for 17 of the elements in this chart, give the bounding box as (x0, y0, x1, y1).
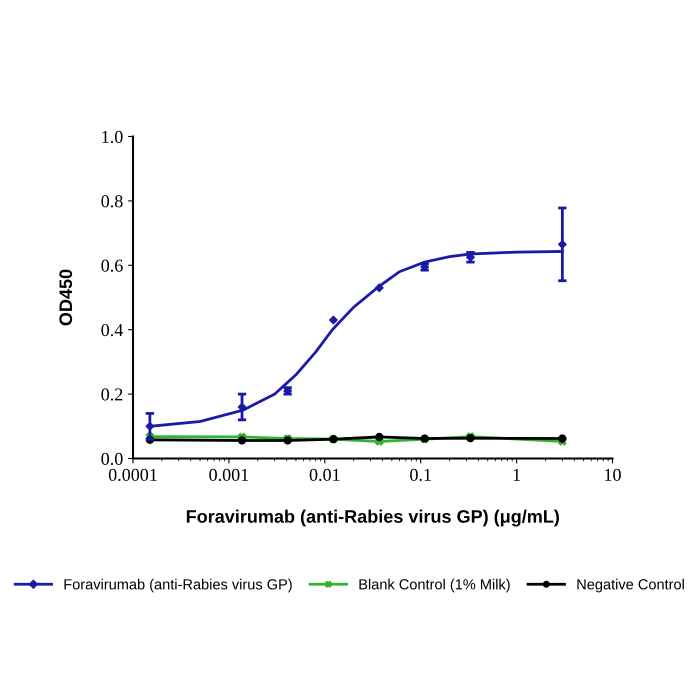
x-tick-label: 0.0001 (108, 468, 157, 482)
legend-label: Blank Control (1% Milk) (359, 578, 510, 592)
x-tick-label: 0.01 (310, 468, 340, 482)
y-tick-label: 0.8 (101, 195, 123, 208)
legend-label: Negative Control (577, 578, 684, 592)
y-tick-label: 0.6 (101, 260, 123, 272)
y-tick-label: 1.0 (102, 130, 123, 144)
x-tick-label: 0.001 (209, 468, 248, 482)
y-tick-label: 0.4 (101, 324, 123, 336)
legend-label: Foravirumab (anti-Rabies virus GP) (64, 578, 292, 592)
x-tick-label: 0.1 (410, 468, 431, 482)
x-tick-label: 1 (514, 468, 520, 481)
y-axis-title: OD450 (59, 270, 72, 326)
y-tick-label: 0.0 (101, 452, 123, 466)
y-tick-label: 0.2 (101, 388, 122, 401)
x-tick-label: 10 (605, 468, 621, 481)
x-axis-title: Foravirumab (anti-Rabies virus GP) (μg/mL) (186, 510, 559, 527)
